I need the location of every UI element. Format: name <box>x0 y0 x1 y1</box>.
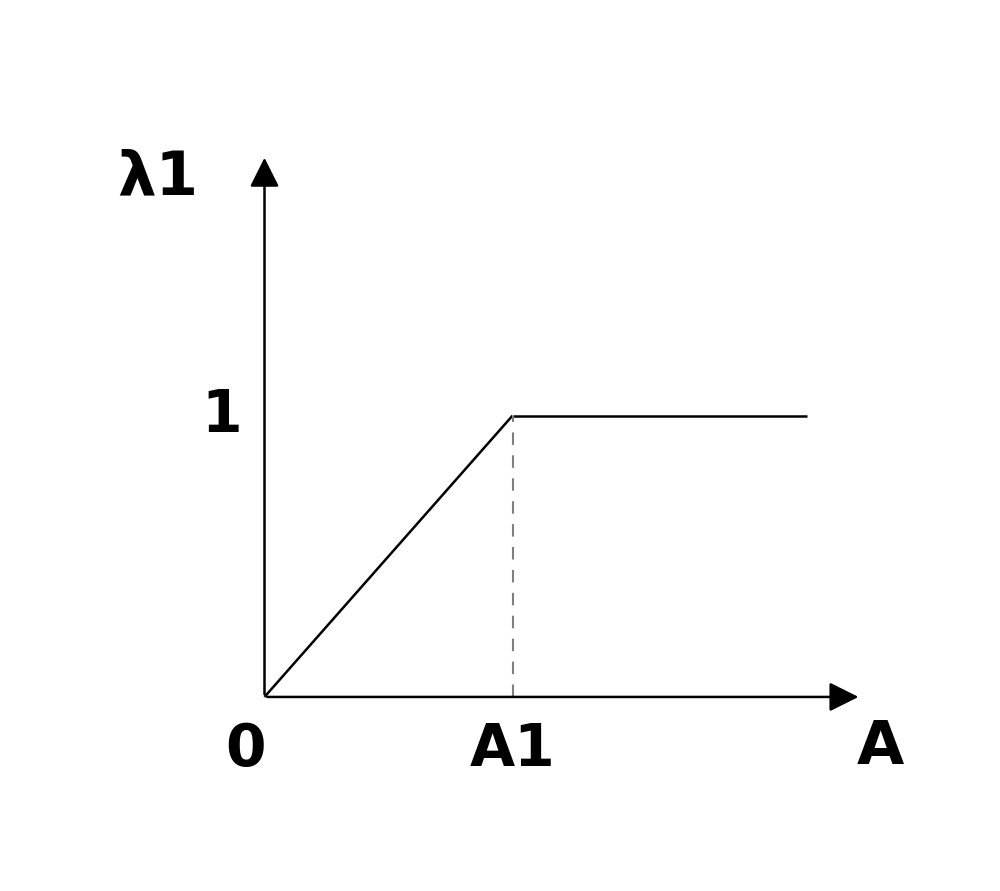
Text: 0: 0 <box>225 721 265 778</box>
Text: 1: 1 <box>202 388 242 444</box>
Text: A: A <box>857 717 904 777</box>
Text: A1: A1 <box>470 721 555 778</box>
Text: λ1: λ1 <box>118 148 199 207</box>
